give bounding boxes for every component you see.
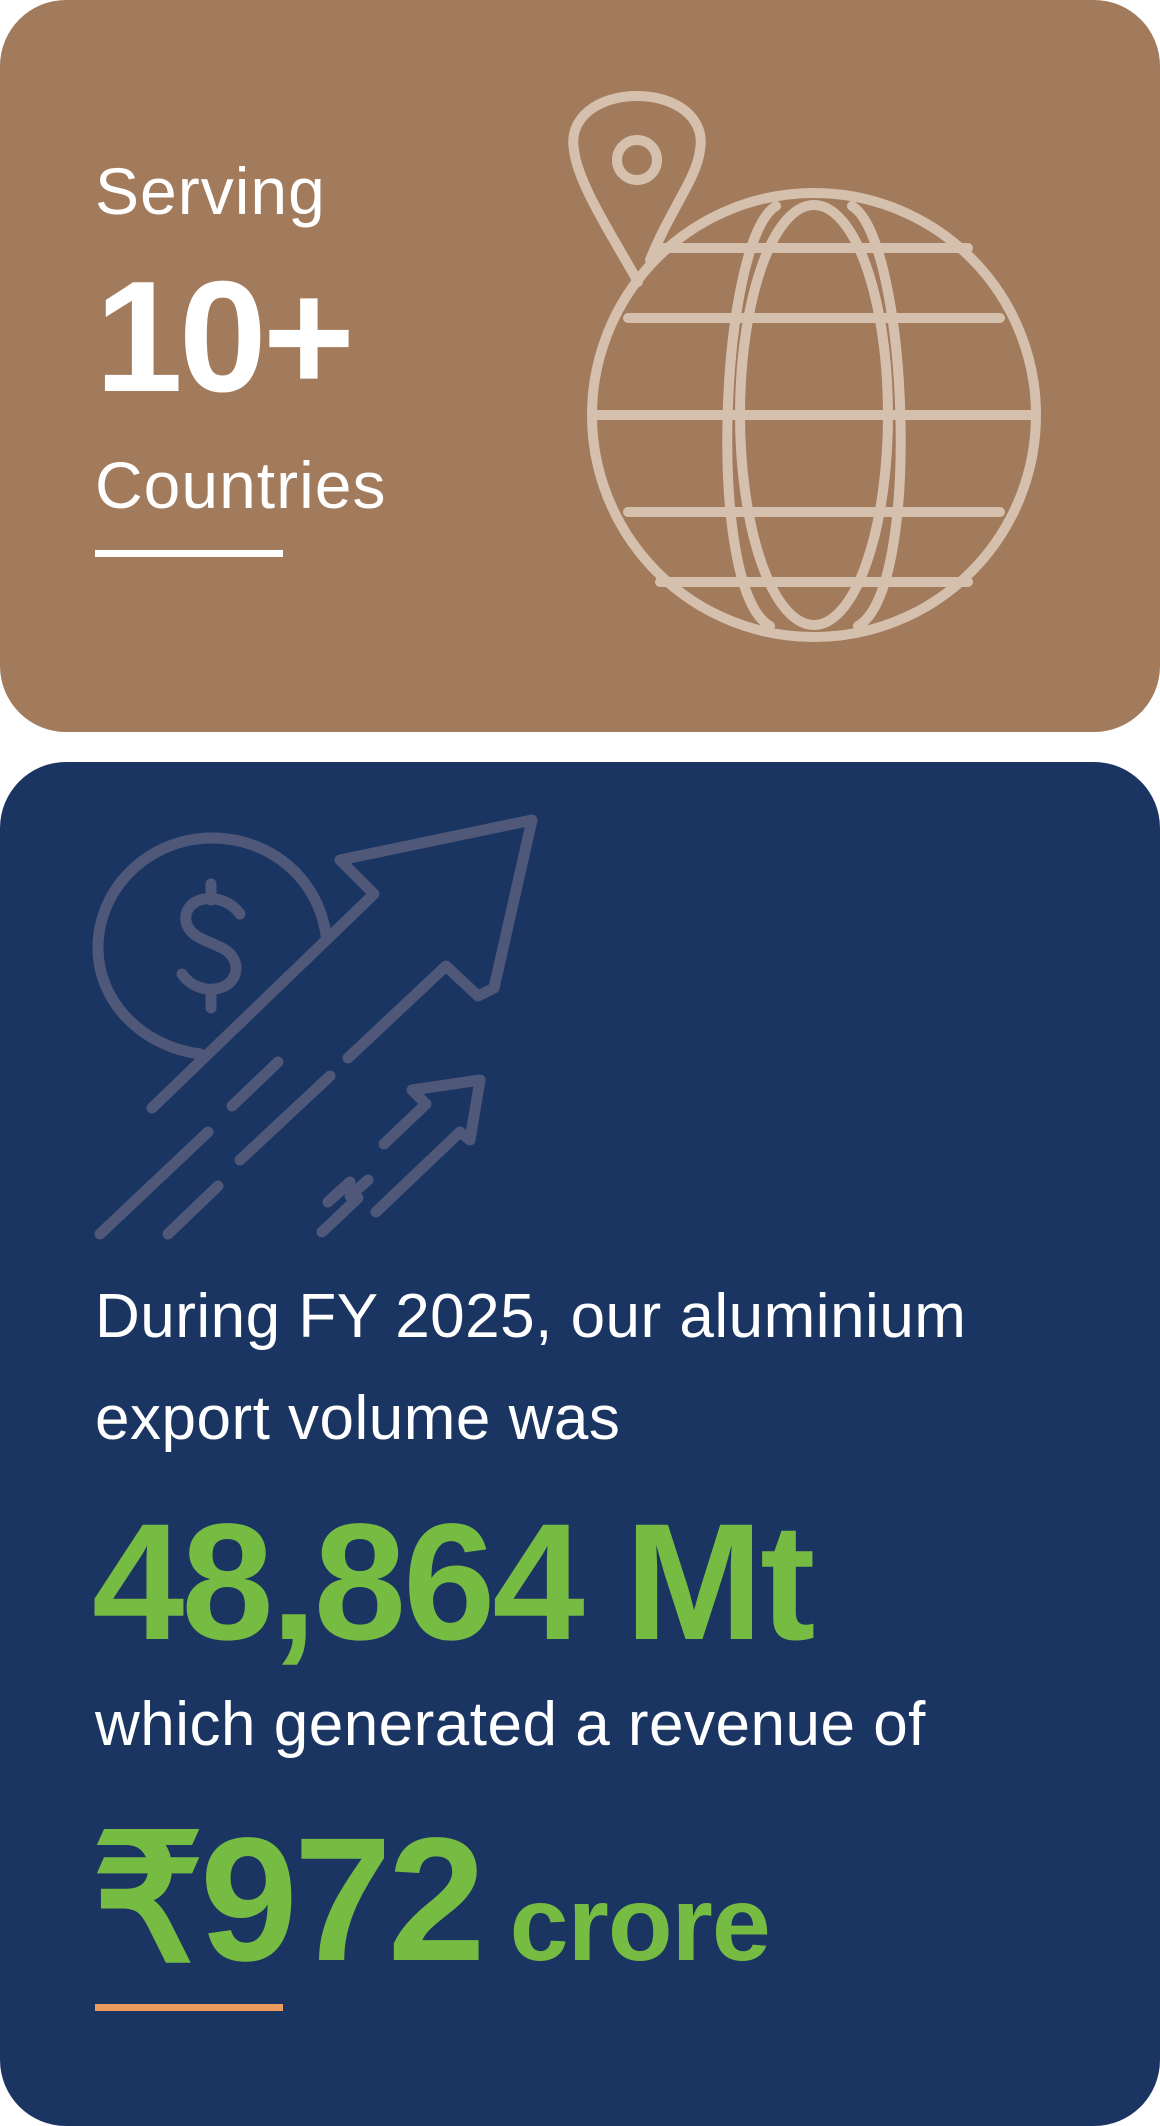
countries-label: Countries xyxy=(95,448,387,522)
revenue-unit: crore xyxy=(509,1865,771,1983)
export-volume: 48,864 Mt xyxy=(92,1490,815,1675)
countries-count: 10+ xyxy=(95,249,355,425)
revenue-value: ₹972 xyxy=(92,1802,486,1998)
countries-card: Serving 10+ Countries xyxy=(0,0,1160,732)
revenue-amount: ₹972 crore xyxy=(92,1812,771,1988)
export-intro-line-2: export volume was xyxy=(95,1384,621,1453)
revenue-underline xyxy=(95,2004,283,2011)
revenue-intro: which generated a revenue of xyxy=(95,1690,926,1759)
serving-label: Serving xyxy=(95,154,326,228)
export-intro-line-1: During FY 2025, our aluminium xyxy=(95,1282,967,1351)
dollar-coin-growth-arrow-icon xyxy=(92,814,538,1240)
countries-underline xyxy=(95,550,283,557)
globe-with-location-pin-icon xyxy=(568,91,1041,642)
